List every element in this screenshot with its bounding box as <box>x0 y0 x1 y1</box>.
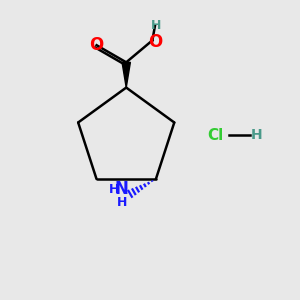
Polygon shape <box>122 62 130 88</box>
Text: H: H <box>251 128 263 142</box>
Text: N: N <box>115 180 129 198</box>
Text: H: H <box>151 19 162 32</box>
Text: O: O <box>89 36 104 54</box>
Text: Cl: Cl <box>207 128 224 142</box>
Text: H: H <box>117 196 127 209</box>
Text: O: O <box>148 33 163 51</box>
Text: H: H <box>109 183 119 196</box>
